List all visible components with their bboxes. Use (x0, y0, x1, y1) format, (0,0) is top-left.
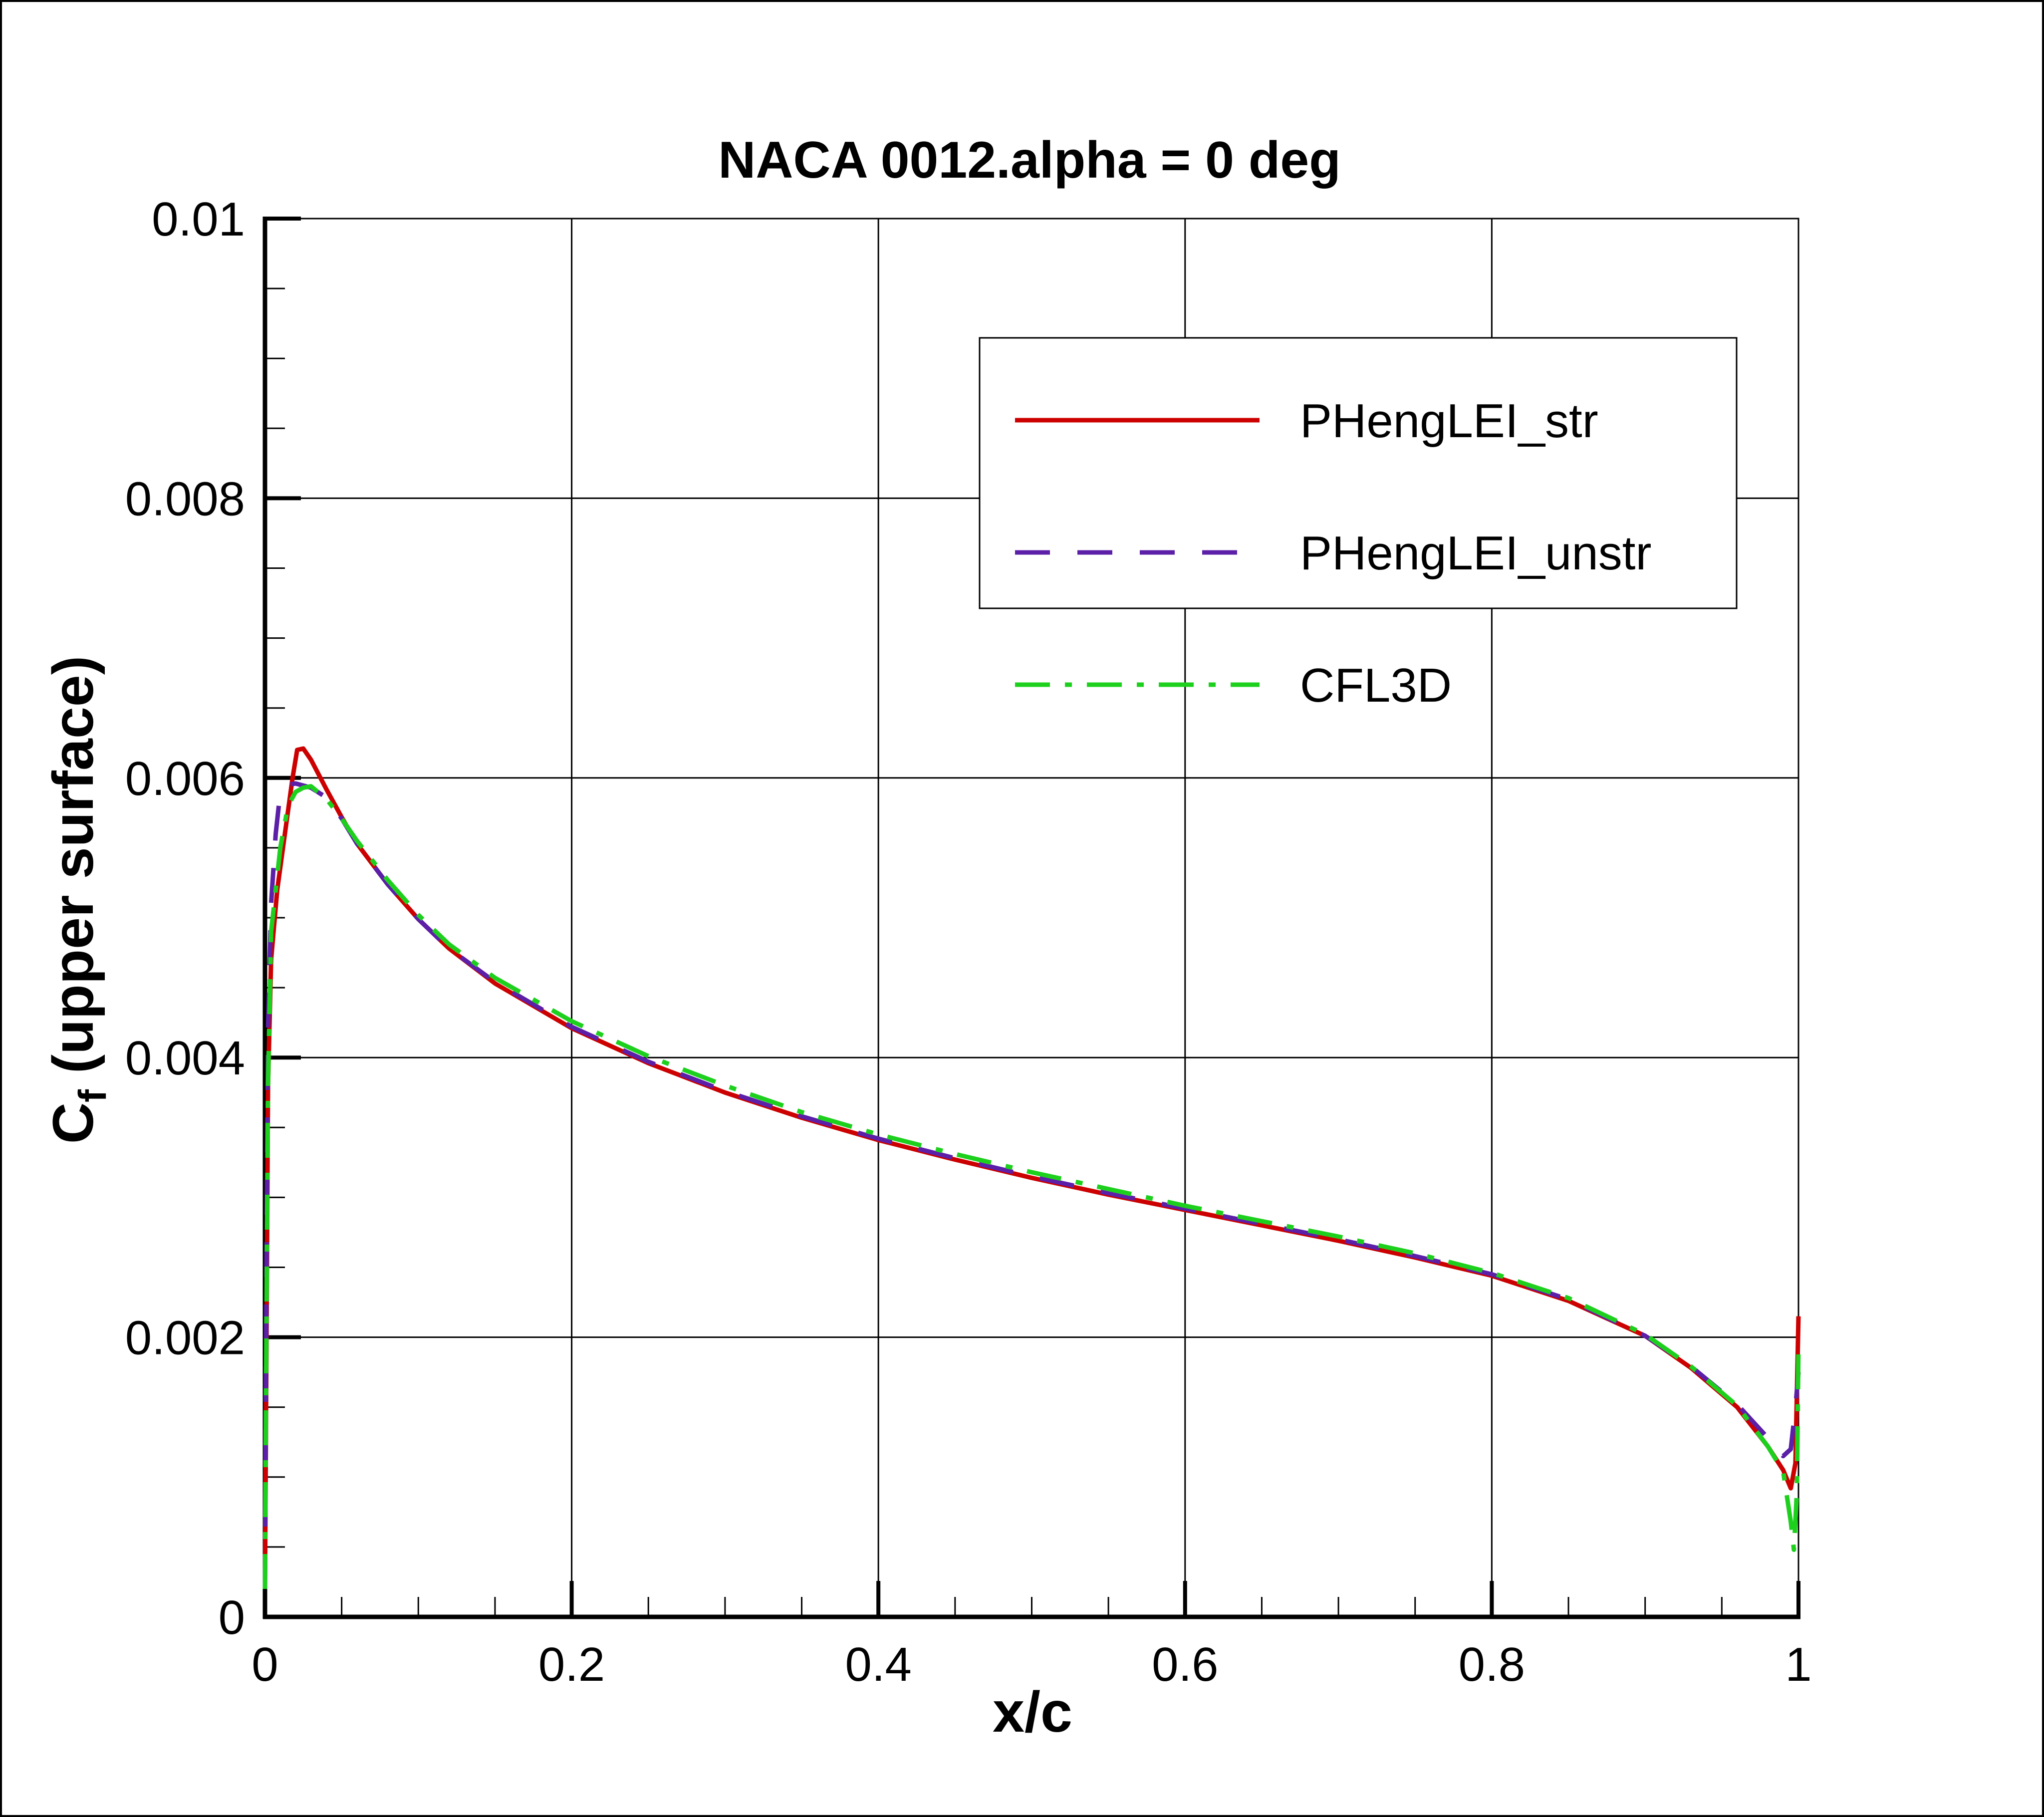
series-line-2 (262, 784, 1801, 1589)
y-tick-labels: 0 0.002 0.004 0.006 0.008 0.01 (125, 193, 245, 1644)
y-tick-label-0: 0 (219, 1591, 245, 1644)
chart-title: NACA 0012.alpha = 0 deg (718, 131, 1341, 189)
y-tick-label-2: 0.004 (125, 1032, 245, 1085)
legend-label-1: PHengLEI_unstr (1300, 526, 1651, 580)
x-tick-label-5: 1 (1785, 1638, 1811, 1691)
series-lines (262, 746, 1801, 1589)
x-axis-label: x/c (993, 1680, 1072, 1744)
y-axis-label-symbol: C (41, 1102, 105, 1144)
series-line-0 (262, 746, 1801, 1589)
x-tick-label-4: 0.8 (1459, 1638, 1525, 1691)
x-tick-label-2: 0.4 (845, 1638, 911, 1691)
legend-entries: PHengLEI_str PHengLEI_unstr CFL3D (1015, 394, 1651, 712)
y-axis-label: Cf (upper surface) (41, 656, 114, 1144)
y-axis-label-suffix: (upper surface) (41, 656, 105, 1089)
x-tick-label-1: 0.2 (538, 1638, 605, 1691)
legend-label-0: PHengLEI_str (1300, 394, 1598, 448)
x-tick-label-3: 0.6 (1152, 1638, 1218, 1691)
y-tick-label-3: 0.006 (125, 752, 245, 805)
series-line-1 (262, 781, 1801, 1589)
legend: PHengLEI_str PHengLEI_unstr CFL3D (979, 337, 1738, 712)
legend-label-2: CFL3D (1300, 659, 1452, 712)
x-tick-label-0: 0 (252, 1638, 278, 1691)
y-tick-label-5: 0.01 (152, 193, 245, 246)
legend-box (979, 337, 1738, 609)
y-tick-label-4: 0.008 (125, 472, 245, 525)
y-axis-label-subscript: f (70, 1089, 114, 1102)
y-tick-label-1: 0.002 (125, 1311, 245, 1365)
x-tick-labels: 0 0.2 0.4 0.6 0.8 1 (252, 1638, 1811, 1691)
